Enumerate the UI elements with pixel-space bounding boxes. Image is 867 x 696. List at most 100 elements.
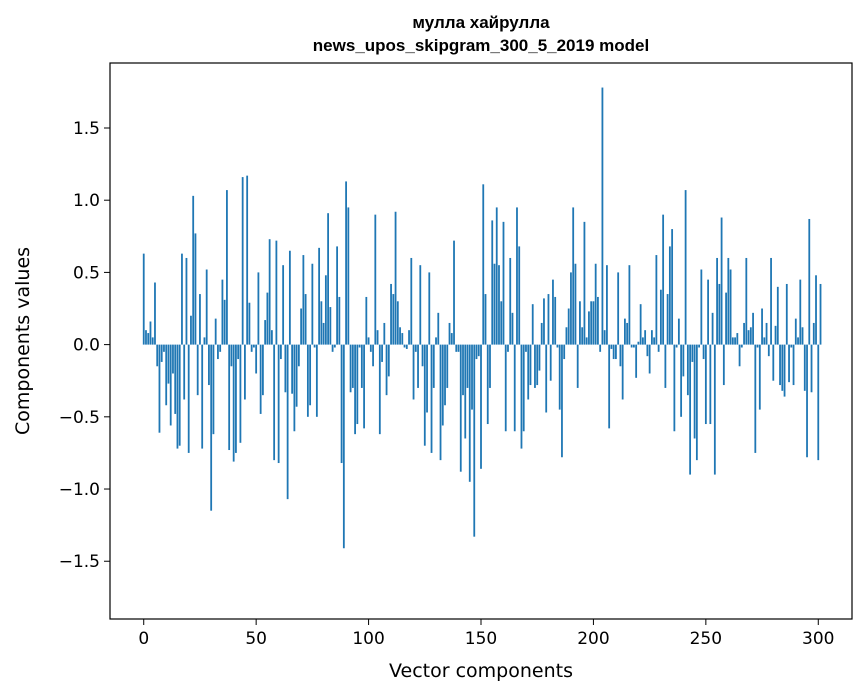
x-tick-label: 100 bbox=[352, 629, 384, 649]
bar-154 bbox=[489, 344, 491, 388]
bar-246 bbox=[695, 344, 698, 461]
bar-3 bbox=[149, 321, 152, 345]
bar-108 bbox=[385, 344, 388, 396]
x-tick-label: 200 bbox=[577, 629, 609, 649]
bar-268 bbox=[745, 257, 748, 345]
bar-95 bbox=[356, 344, 359, 425]
bar-122 bbox=[417, 344, 419, 388]
bar-84 bbox=[331, 344, 334, 352]
bar-137 bbox=[450, 333, 453, 345]
bar-140 bbox=[457, 344, 460, 352]
bar-267 bbox=[743, 322, 745, 345]
bar-213 bbox=[621, 344, 624, 400]
bar-44 bbox=[241, 177, 244, 345]
bar-2 bbox=[147, 333, 150, 345]
y-axis-label: Components values bbox=[12, 247, 34, 435]
bar-300 bbox=[817, 344, 820, 461]
bar-294 bbox=[803, 344, 806, 391]
bar-31 bbox=[212, 344, 215, 435]
bar-184 bbox=[556, 344, 559, 348]
bar-56 bbox=[268, 239, 271, 345]
bar-157 bbox=[495, 207, 498, 345]
y-tick-label: 1.0 bbox=[73, 191, 100, 211]
bar-198 bbox=[588, 311, 590, 345]
bar-114 bbox=[399, 327, 401, 345]
bar-263 bbox=[734, 337, 736, 345]
bar-231 bbox=[662, 214, 665, 345]
bar-187 bbox=[563, 344, 566, 360]
bar-275 bbox=[761, 308, 763, 345]
bar-90 bbox=[345, 181, 347, 345]
bar-69 bbox=[297, 344, 300, 367]
bar-234 bbox=[668, 246, 671, 345]
bar-155 bbox=[491, 220, 494, 345]
bar-42 bbox=[237, 344, 240, 360]
bar-86 bbox=[336, 246, 338, 345]
bar-281 bbox=[774, 325, 777, 345]
bar-139 bbox=[455, 344, 458, 352]
bar-118 bbox=[408, 330, 410, 345]
bar-13 bbox=[172, 344, 174, 374]
bar-186 bbox=[561, 344, 563, 458]
bar-37 bbox=[226, 190, 228, 345]
bar-111 bbox=[392, 294, 395, 345]
bar-182 bbox=[552, 279, 554, 345]
bar-221 bbox=[639, 304, 642, 345]
bar-1 bbox=[145, 330, 147, 345]
chart-title-line1: мулла хайрулла bbox=[412, 13, 550, 32]
bar-214 bbox=[624, 318, 626, 345]
bar-116 bbox=[403, 344, 406, 348]
bar-138 bbox=[453, 240, 455, 345]
bar-32 bbox=[214, 318, 217, 345]
bar-83 bbox=[329, 307, 332, 345]
bar-149 bbox=[477, 344, 480, 357]
bar-97 bbox=[360, 344, 363, 388]
bar-77 bbox=[315, 344, 318, 417]
bar-92 bbox=[349, 344, 352, 393]
bar-147 bbox=[473, 344, 476, 537]
x-tick-label: 300 bbox=[802, 629, 834, 649]
bar-91 bbox=[347, 207, 350, 345]
bar-123 bbox=[419, 265, 422, 345]
bar-279 bbox=[770, 257, 772, 345]
bar-168 bbox=[520, 344, 523, 449]
bar-127 bbox=[428, 272, 431, 345]
bar-244 bbox=[691, 344, 694, 362]
bar-203 bbox=[599, 344, 602, 352]
bar-110 bbox=[390, 283, 392, 345]
x-tick-label: 50 bbox=[245, 629, 267, 649]
bar-217 bbox=[630, 344, 633, 348]
bar-283 bbox=[779, 344, 781, 386]
bar-211 bbox=[617, 272, 620, 345]
bar-120 bbox=[412, 344, 415, 400]
bar-124 bbox=[421, 344, 424, 367]
bar-210 bbox=[615, 344, 617, 360]
bar-148 bbox=[475, 344, 478, 360]
bar-276 bbox=[763, 337, 766, 345]
bar-245 bbox=[693, 344, 696, 439]
bar-126 bbox=[426, 344, 428, 413]
bar-207 bbox=[608, 344, 611, 429]
bar-175 bbox=[536, 344, 539, 386]
bar-102 bbox=[372, 344, 374, 367]
bar-146 bbox=[471, 344, 473, 410]
bar-171 bbox=[527, 344, 530, 400]
bar-163 bbox=[509, 257, 512, 345]
bar-299 bbox=[815, 275, 817, 345]
bar-239 bbox=[680, 344, 683, 417]
bar-6 bbox=[156, 344, 159, 367]
bar-165 bbox=[513, 344, 516, 432]
bar-172 bbox=[529, 344, 532, 386]
bar-224 bbox=[646, 344, 649, 357]
bar-0 bbox=[142, 253, 145, 345]
bar-62 bbox=[282, 265, 285, 345]
bar-10 bbox=[165, 344, 168, 406]
bar-105 bbox=[378, 344, 381, 435]
bar-134 bbox=[444, 344, 446, 406]
bar-82 bbox=[327, 213, 329, 345]
bar-257 bbox=[720, 217, 723, 345]
bar-60 bbox=[277, 344, 280, 464]
bar-254 bbox=[713, 344, 716, 475]
bar-35 bbox=[221, 279, 224, 345]
bar-46 bbox=[246, 175, 249, 345]
